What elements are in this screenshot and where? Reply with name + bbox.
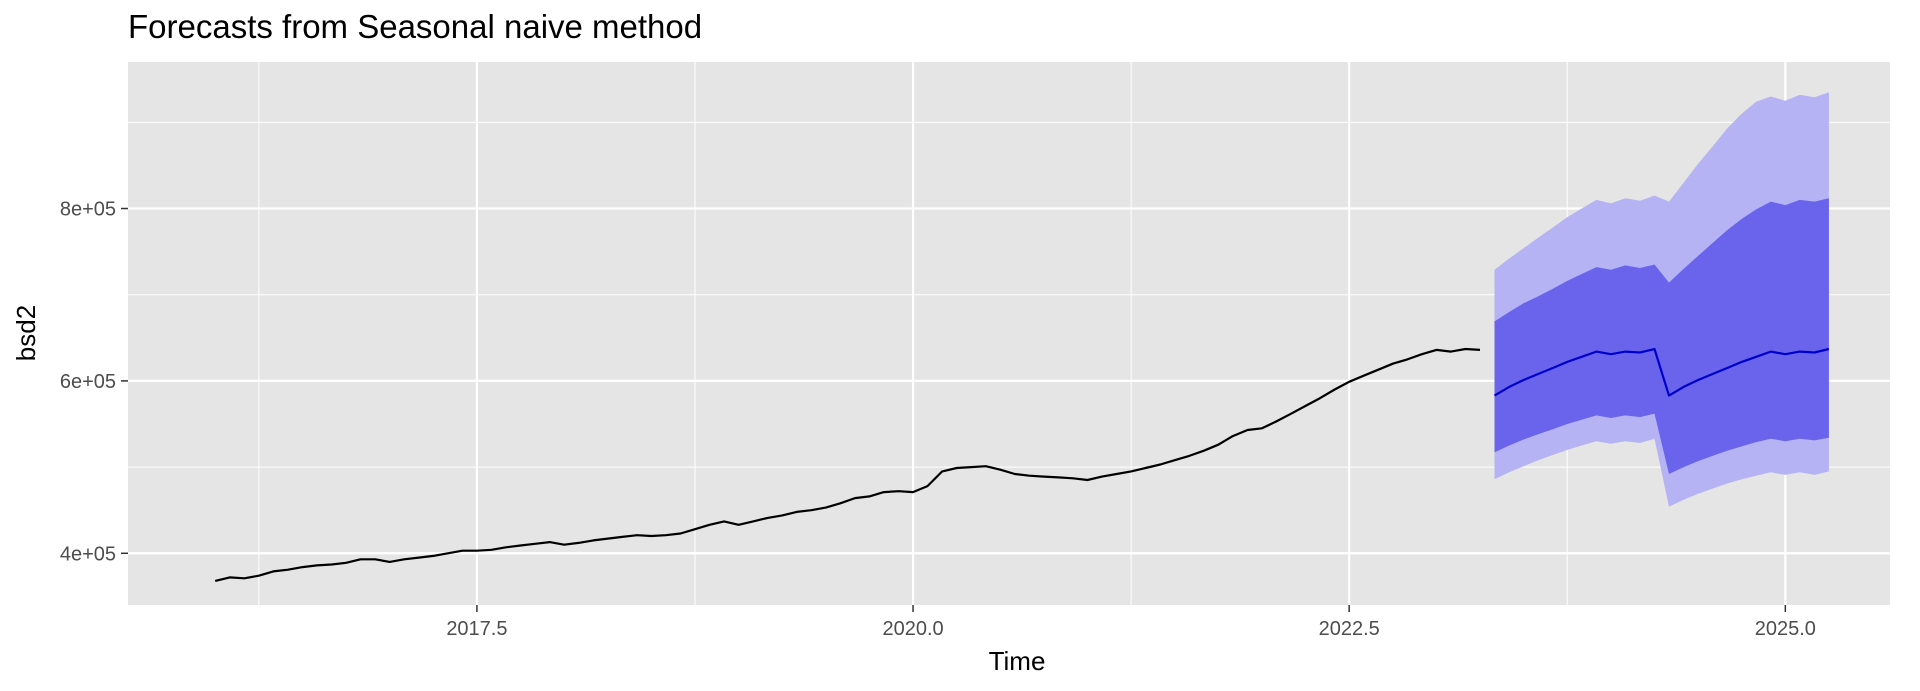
y-tick-label: 6e+05 bbox=[60, 371, 116, 393]
y-tick-label: 8e+05 bbox=[60, 199, 116, 221]
x-tick-label: 2025.0 bbox=[1755, 618, 1816, 640]
y-axis-ticks: 4e+05 6e+05 8e+05 bbox=[60, 199, 128, 565]
x-tick-label: 2022.5 bbox=[1319, 618, 1380, 640]
x-axis-title: Time bbox=[989, 646, 1046, 676]
forecast-line bbox=[1493, 347, 1830, 397]
x-axis-ticks: 2017.5 2020.0 2022.5 2025.0 bbox=[446, 605, 1816, 640]
x-tick-label: 2020.0 bbox=[882, 618, 943, 640]
band-80 bbox=[1494, 198, 1829, 474]
series-lines bbox=[214, 347, 1830, 582]
chart-title: Forecasts from Seasonal naive method bbox=[128, 8, 702, 45]
x-tick-label: 2017.5 bbox=[446, 618, 507, 640]
y-axis-title: bsd2 bbox=[11, 305, 41, 361]
history-line bbox=[214, 347, 1481, 582]
y-tick-label: 4e+05 bbox=[60, 543, 116, 565]
prediction-intervals bbox=[1494, 92, 1829, 507]
